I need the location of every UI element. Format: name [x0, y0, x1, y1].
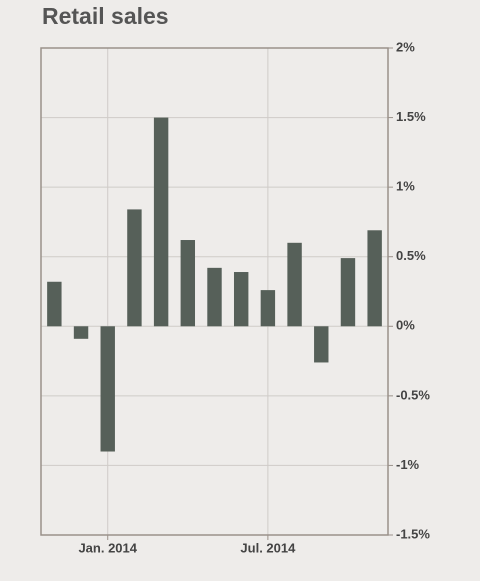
bar [153, 117, 169, 327]
bar [180, 240, 196, 327]
y-tick-label: 1% [396, 179, 415, 194]
bar [287, 242, 302, 327]
bar [367, 230, 382, 327]
bar [314, 326, 329, 363]
bar [260, 290, 276, 327]
bar [127, 209, 142, 327]
y-tick-label: -1.5% [396, 526, 430, 541]
bar [100, 326, 115, 452]
plot-frame [40, 47, 389, 536]
bar [207, 267, 222, 327]
x-tick-label: Jan. 2014 [78, 540, 137, 555]
bar [340, 258, 356, 327]
y-tick-label: 1.5% [396, 109, 426, 124]
bar [233, 272, 249, 327]
y-tick-label: -1% [396, 457, 420, 472]
bar [47, 281, 62, 327]
bar [73, 326, 89, 339]
y-tick-label: 0.5% [396, 248, 426, 263]
y-tick-label: -0.5% [396, 387, 430, 402]
chart-title: Retail sales [42, 3, 169, 29]
y-tick-label: 0% [396, 318, 415, 333]
x-tick-label: Jul. 2014 [240, 540, 296, 555]
y-tick-label: 2% [396, 39, 415, 54]
